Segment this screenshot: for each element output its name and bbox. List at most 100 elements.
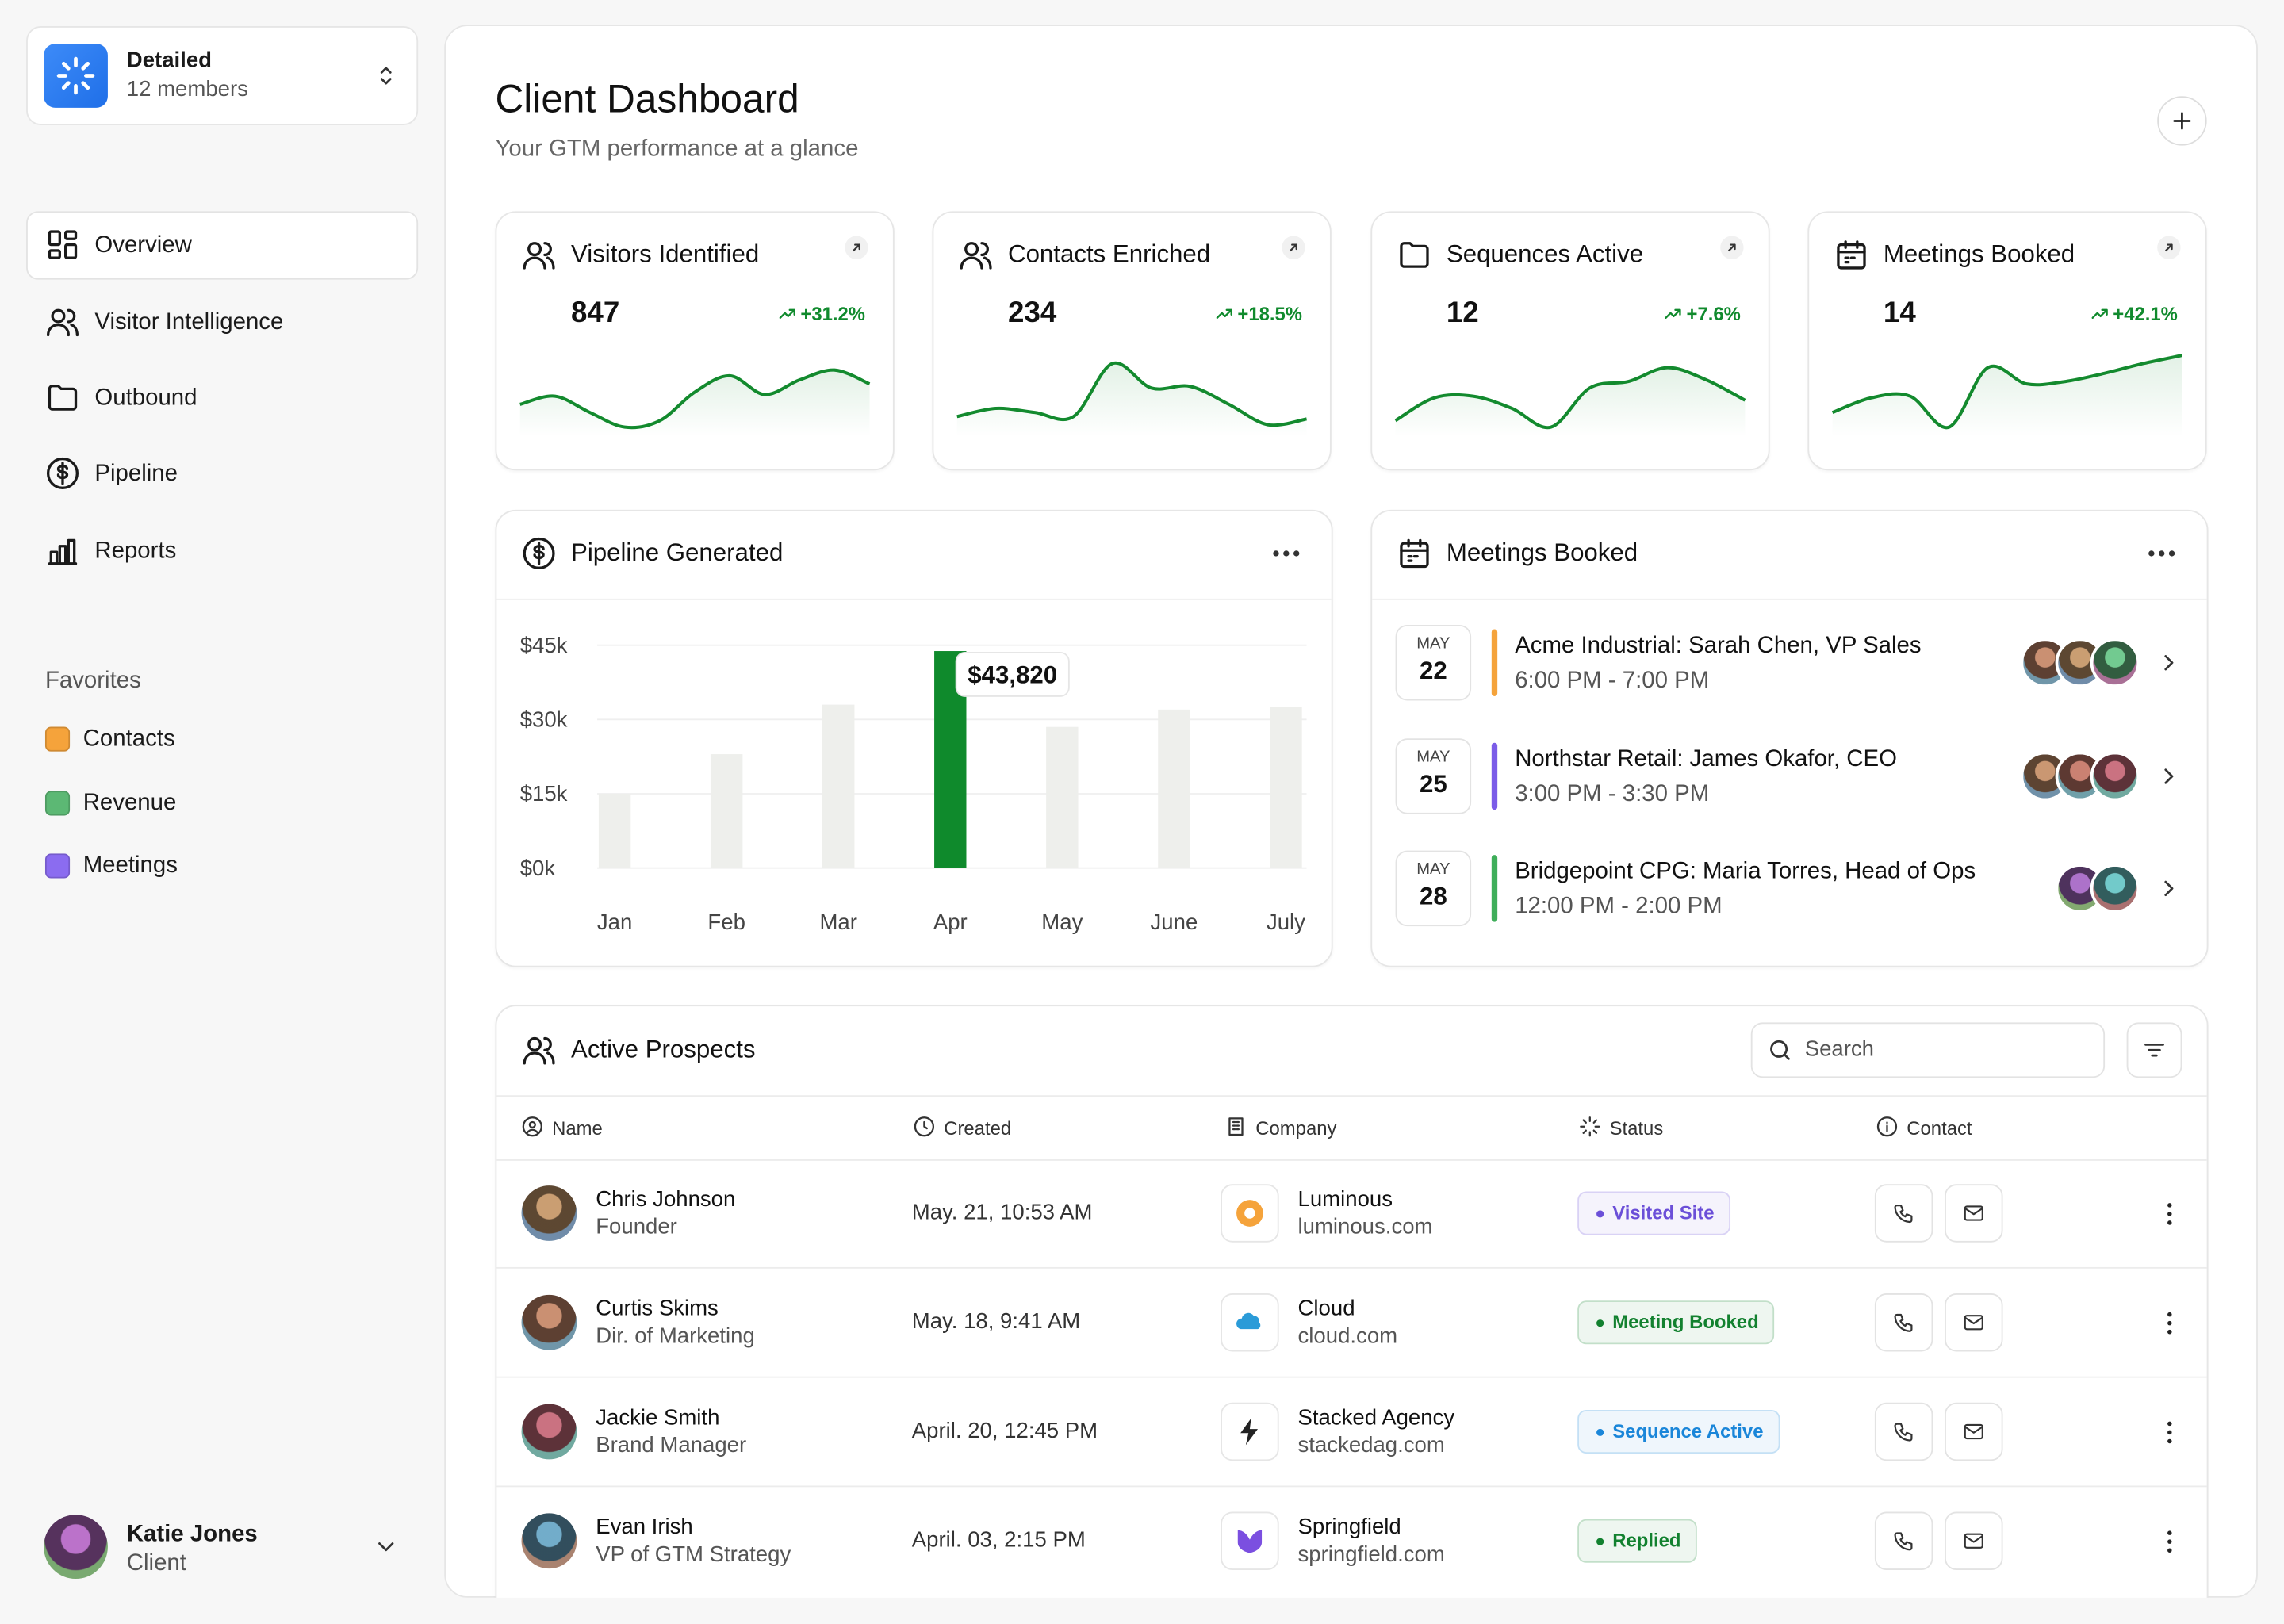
email-button[interactable]	[1945, 1402, 2003, 1461]
favorite-item[interactable]: Revenue	[82, 790, 177, 815]
status-pill: Meeting Booked	[1577, 1300, 1775, 1345]
stat-link-icon	[1728, 243, 1736, 252]
meetings-icon	[1400, 538, 1429, 569]
phone-icon	[1894, 1532, 1913, 1551]
meeting-day: 22	[1419, 657, 1447, 685]
stat-icon	[960, 242, 992, 270]
dot	[2167, 1203, 2173, 1208]
status-pill: Sequence Active	[1577, 1409, 1780, 1454]
column-header: Company	[1255, 1116, 1337, 1139]
divider	[496, 1095, 2207, 1097]
pipeline-card	[495, 509, 1333, 967]
prospect-name: Curtis Skims	[596, 1296, 719, 1321]
stat-title: Visitors Identified	[570, 240, 760, 268]
prospect-role: Dir. of Marketing	[596, 1323, 755, 1349]
column-icon	[914, 1116, 935, 1137]
nav-item[interactable]: Reports	[94, 538, 177, 563]
pipeline-icon	[523, 537, 555, 569]
dot	[2167, 1212, 2173, 1217]
dot	[2167, 1530, 2173, 1536]
prospects-icon	[523, 1036, 555, 1065]
meeting-title: Northstar Retail: James Okafor, CEO	[1515, 746, 1897, 772]
dot	[2159, 550, 2165, 557]
stat-change: +31.2%	[800, 302, 866, 324]
trend-icon	[779, 308, 795, 319]
nav-item[interactable]: Overview	[94, 232, 192, 258]
dot	[1283, 550, 1290, 557]
prospects-title: Active Prospects	[570, 1035, 756, 1063]
nav-item[interactable]: Pipeline	[94, 461, 178, 486]
company-name: Stacked Agency	[1297, 1405, 1455, 1431]
avatar	[44, 1515, 108, 1580]
column-icon	[522, 1116, 542, 1137]
call-button[interactable]	[1874, 1511, 1933, 1570]
dot	[2168, 550, 2175, 557]
phone-icon	[1894, 1205, 1913, 1224]
email-button[interactable]	[1945, 1511, 2003, 1570]
search-placeholder: Search	[1804, 1036, 1875, 1062]
meeting-open	[2164, 768, 2174, 784]
column-header: Status	[1609, 1116, 1664, 1139]
avatar	[2090, 864, 2140, 914]
meeting-title: Bridgepoint CPG: Maria Torres, Head of O…	[1515, 858, 1976, 883]
meeting-month: MAY	[1416, 634, 1450, 653]
call-button[interactable]	[1874, 1293, 1933, 1352]
meeting-month: MAY	[1416, 749, 1450, 767]
divider	[496, 1159, 2207, 1161]
call-button[interactable]	[1874, 1184, 1933, 1243]
call-button[interactable]	[1874, 1402, 1933, 1461]
column-header: Name	[552, 1116, 603, 1139]
dot	[1273, 550, 1279, 557]
stat-value: 12	[1446, 297, 1479, 330]
date-box	[1395, 624, 1472, 701]
logo-mark	[56, 56, 95, 95]
stat-link-icon	[1290, 243, 1297, 252]
dot	[2167, 1438, 2173, 1444]
panel-bottom-mask	[446, 1597, 2257, 1624]
prospect-name: Evan Irish	[596, 1515, 693, 1540]
search-box[interactable]	[1750, 1022, 2106, 1078]
stat-icon	[523, 242, 555, 270]
meeting-time: 3:00 PM - 3:30 PM	[1515, 781, 1710, 806]
meeting-color	[1491, 629, 1498, 696]
avatar	[2090, 751, 2140, 802]
favorite-item[interactable]: Meetings	[82, 852, 178, 878]
filter-button[interactable]	[2126, 1022, 2182, 1078]
status-dot	[1596, 1537, 1604, 1545]
stat-link-icon	[853, 243, 860, 252]
company-logo-mark	[1240, 1418, 1259, 1446]
stat-value: 234	[1008, 297, 1057, 330]
company-name: Cloud	[1297, 1296, 1355, 1321]
nav-icon	[46, 457, 79, 489]
divider	[1372, 598, 2207, 600]
nav-item[interactable]: Visitor Intelligence	[94, 309, 284, 335]
stat-change: +7.6%	[1686, 302, 1741, 324]
meeting-time: 6:00 PM - 7:00 PM	[1515, 668, 1710, 693]
column-header: Created	[944, 1116, 1012, 1139]
nav-active[interactable]	[26, 211, 419, 280]
meeting-day: 25	[1419, 770, 1447, 799]
divider	[496, 1376, 2207, 1378]
prospect-created: May. 21, 10:53 AM	[911, 1200, 1093, 1225]
dot	[2167, 1548, 2173, 1553]
stat-title: Sequences Active	[1446, 240, 1644, 268]
date-box	[1395, 738, 1472, 814]
nav-icon	[48, 538, 78, 565]
phone-icon	[1894, 1313, 1913, 1332]
column-icon	[1876, 1116, 1898, 1137]
email-button[interactable]	[1945, 1293, 2003, 1352]
nav-icon	[48, 385, 78, 411]
dot	[2167, 1220, 2173, 1226]
avatar	[521, 1404, 577, 1460]
dot	[2167, 1539, 2173, 1545]
status-pill: Replied	[1577, 1519, 1697, 1563]
trend-icon	[1665, 308, 1681, 319]
email-button[interactable]	[1945, 1184, 2003, 1243]
favorite-item[interactable]: Contacts	[82, 726, 175, 751]
column-header: Contact	[1907, 1116, 1972, 1139]
nav-item[interactable]: Outbound	[94, 385, 197, 411]
company-domain: luminous.com	[1297, 1214, 1433, 1240]
dot	[2148, 550, 2155, 557]
favorite-swatch	[44, 791, 71, 816]
nav-icon	[46, 308, 79, 337]
